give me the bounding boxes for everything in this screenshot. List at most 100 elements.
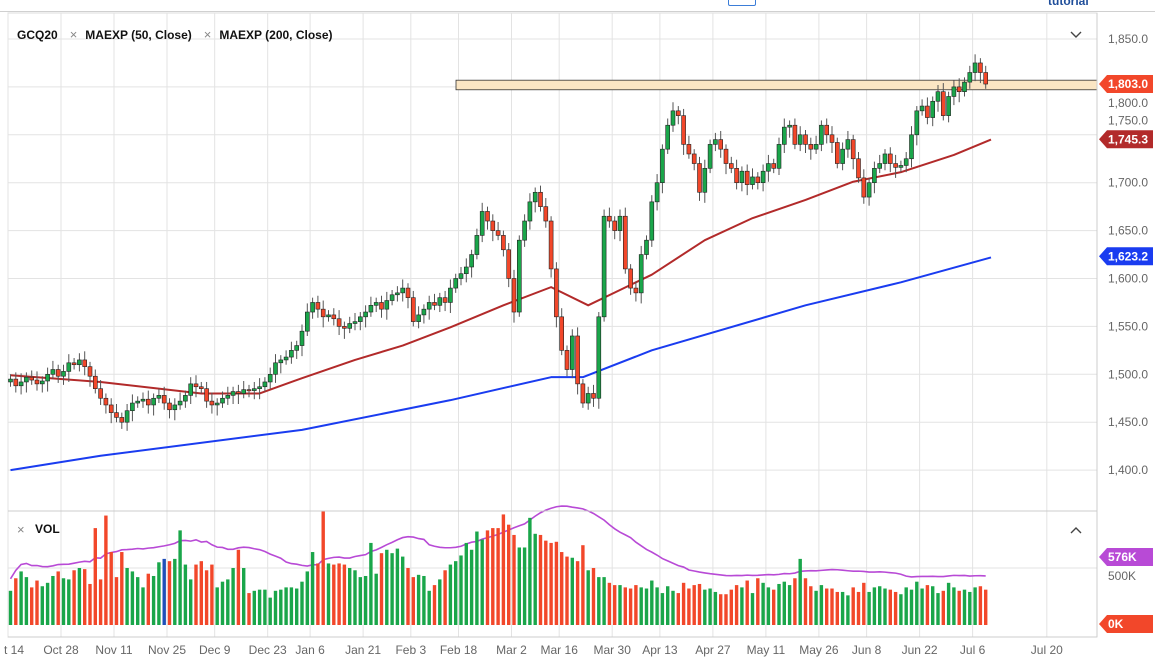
candle-up bbox=[967, 72, 973, 83]
x-tick-label: Jun 22 bbox=[902, 643, 938, 657]
ma50-tag-bg bbox=[1099, 130, 1153, 149]
volume-bar bbox=[236, 549, 241, 625]
volume-bar bbox=[480, 539, 484, 625]
candle-down bbox=[34, 379, 40, 385]
candle-up bbox=[951, 86, 957, 97]
candle-up bbox=[156, 395, 162, 399]
candle-up bbox=[183, 395, 188, 402]
legend-vol[interactable]: VOL bbox=[35, 522, 60, 536]
x-tick-label: Jan 21 bbox=[345, 643, 381, 657]
candle-up bbox=[368, 305, 374, 313]
volume-bar bbox=[406, 568, 410, 625]
candle-up bbox=[702, 168, 708, 193]
volume-bar bbox=[984, 589, 988, 625]
candle-down bbox=[983, 72, 989, 85]
collapse-chevron-down-icon[interactable] bbox=[1070, 31, 1082, 38]
vol-zero-tag: 0K bbox=[1108, 617, 1124, 631]
candle-up bbox=[273, 362, 278, 375]
candle-down bbox=[718, 139, 724, 150]
volume-bar bbox=[448, 564, 453, 625]
remove-ma200-icon[interactable]: × bbox=[204, 27, 212, 42]
vol-zero-tag-bg bbox=[1099, 615, 1153, 633]
volume-bar bbox=[840, 591, 845, 625]
volume-bar bbox=[220, 581, 225, 625]
volume-bar bbox=[888, 589, 892, 625]
ma200-line bbox=[10, 256, 992, 472]
volume-bar bbox=[19, 571, 23, 625]
candle-up bbox=[8, 378, 13, 383]
volume-bar bbox=[411, 577, 415, 625]
candle-down bbox=[236, 391, 241, 394]
volume-bar bbox=[204, 570, 209, 625]
volume-bar bbox=[719, 594, 723, 625]
candle-up bbox=[437, 297, 443, 306]
volume-bar bbox=[432, 585, 437, 625]
volume-bar bbox=[385, 549, 389, 625]
volume-bar bbox=[554, 541, 559, 625]
volume-bar bbox=[973, 587, 977, 625]
legend-ma200[interactable]: MAEXP (200, Close) bbox=[219, 28, 332, 42]
remove-vol-icon[interactable]: × bbox=[17, 522, 25, 537]
candle-up bbox=[225, 395, 231, 399]
y-tick-label: 1,650.0 bbox=[1108, 224, 1148, 238]
volume-bar bbox=[438, 579, 442, 625]
tutorial-link[interactable]: tutorial bbox=[1048, 0, 1089, 8]
candle-down bbox=[543, 206, 549, 222]
candle-up bbox=[819, 124, 824, 145]
candle-up bbox=[766, 163, 771, 172]
candle-up bbox=[18, 381, 24, 387]
volume-bar bbox=[819, 585, 824, 625]
candle-up bbox=[230, 391, 236, 396]
candle-up bbox=[649, 201, 655, 241]
candle-up bbox=[644, 239, 649, 255]
candle-up bbox=[172, 404, 178, 411]
volume-bar bbox=[247, 593, 251, 625]
volume-bar bbox=[146, 573, 150, 625]
volume-bar bbox=[183, 564, 188, 625]
candle-down bbox=[93, 375, 98, 389]
volume-bar bbox=[30, 587, 34, 625]
expand-chevron-up-icon[interactable] bbox=[1070, 527, 1082, 534]
x-tick-label: Mar 16 bbox=[541, 643, 579, 657]
candle-up bbox=[39, 380, 45, 385]
candle-down bbox=[893, 163, 898, 168]
volume-bar bbox=[957, 590, 961, 625]
candle-up bbox=[416, 314, 421, 322]
candle-down bbox=[607, 215, 612, 222]
volume-bar bbox=[443, 570, 447, 625]
volume-bar bbox=[660, 593, 665, 625]
candle-down bbox=[485, 211, 490, 222]
candle-down bbox=[336, 318, 342, 327]
volume-bar bbox=[199, 561, 203, 625]
candle-up bbox=[363, 311, 368, 318]
candle-down bbox=[538, 191, 543, 207]
volume-bar bbox=[766, 587, 771, 625]
candle-down bbox=[771, 163, 777, 169]
candle-up bbox=[426, 302, 432, 310]
candle-down bbox=[114, 412, 119, 418]
candle-down bbox=[82, 359, 87, 367]
remove-ma50-icon[interactable]: × bbox=[70, 27, 78, 42]
candle-up bbox=[903, 158, 909, 166]
legend-symbol[interactable]: GCQ20 bbox=[17, 28, 58, 42]
candle-up bbox=[448, 287, 453, 303]
volume-bar bbox=[634, 585, 638, 625]
volume-bar bbox=[485, 530, 490, 625]
ma50-tag: 1,745.3 bbox=[1108, 132, 1148, 146]
toolbar-button[interactable] bbox=[728, 0, 756, 6]
volume-bar bbox=[560, 552, 564, 625]
volume-bar bbox=[878, 586, 882, 625]
candle-down bbox=[246, 389, 252, 392]
y-tick-label: 1,750.0 bbox=[1108, 113, 1148, 127]
legend-ma50[interactable]: MAEXP (50, Close) bbox=[85, 28, 191, 42]
volume-bar bbox=[883, 588, 887, 625]
volume-bar bbox=[316, 563, 320, 625]
volume-bar bbox=[750, 593, 755, 625]
volume-bar bbox=[284, 587, 288, 625]
candle-up bbox=[919, 105, 925, 112]
candle-up bbox=[882, 153, 888, 164]
candle-down bbox=[442, 297, 448, 303]
volume-bar bbox=[925, 585, 930, 625]
candle-up bbox=[474, 235, 480, 255]
